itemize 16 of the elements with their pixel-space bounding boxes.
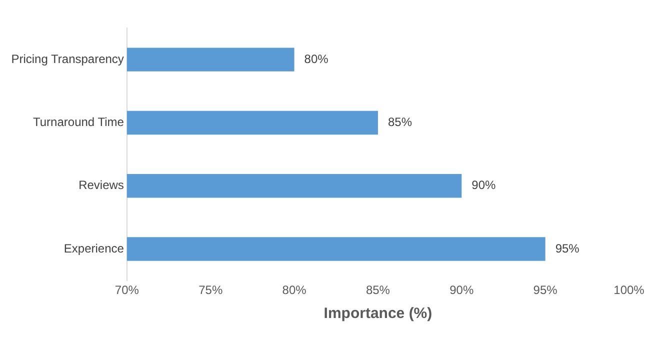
y-tick-label: Turnaround Time — [32, 115, 124, 130]
x-axis-title: Importance (%) — [324, 305, 432, 322]
data-label: 85% — [388, 115, 412, 130]
x-tick-label: 70% — [114, 283, 140, 298]
x-tick-label: 90% — [450, 283, 474, 298]
data-label: 80% — [304, 52, 329, 66]
x-tick-label: 75% — [198, 283, 223, 298]
x-tick-label: 100% — [614, 283, 645, 298]
y-tick-label: Pricing Transparency — [11, 52, 124, 66]
x-tick-label: 85% — [366, 283, 390, 298]
x-tick-label: 95% — [533, 283, 558, 298]
y-tick-label: Reviews — [78, 178, 124, 192]
data-label: 90% — [472, 178, 496, 192]
y-tick-label: Experience — [64, 241, 124, 256]
data-label: 95% — [555, 241, 580, 256]
x-tick-label: 80% — [282, 283, 307, 298]
